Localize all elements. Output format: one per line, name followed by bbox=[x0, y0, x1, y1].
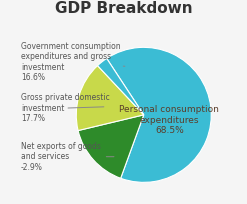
Text: Personal consumption
expenditures
68.5%: Personal consumption expenditures 68.5% bbox=[120, 105, 219, 135]
Title: GDP Breakdown: GDP Breakdown bbox=[55, 1, 192, 16]
Wedge shape bbox=[98, 58, 144, 115]
Text: Gross private domestic
investment
17.7%: Gross private domestic investment 17.7% bbox=[21, 93, 110, 123]
Wedge shape bbox=[76, 66, 144, 131]
Wedge shape bbox=[78, 115, 144, 178]
Text: Government consumption
expenditures and gross
investment
16.6%: Government consumption expenditures and … bbox=[21, 42, 125, 82]
Text: Net exports of goods
and services
-2.9%: Net exports of goods and services -2.9% bbox=[21, 142, 114, 172]
Wedge shape bbox=[107, 47, 211, 182]
